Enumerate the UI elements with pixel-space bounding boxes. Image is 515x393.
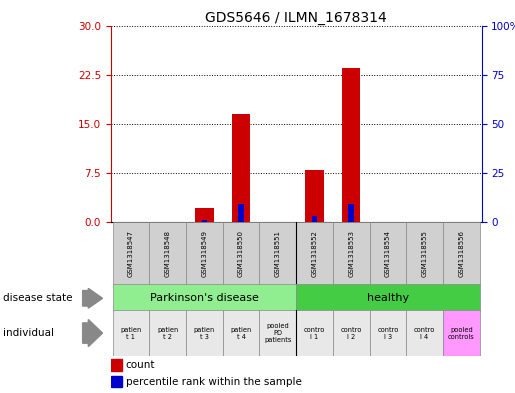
Bar <box>113 284 296 312</box>
Text: pooled
controls: pooled controls <box>448 327 475 340</box>
Text: patien
t 4: patien t 4 <box>230 327 252 340</box>
Text: contro
l 3: contro l 3 <box>377 327 399 340</box>
Bar <box>370 222 406 285</box>
Bar <box>406 222 443 285</box>
Bar <box>333 310 370 356</box>
Text: contro
l 1: contro l 1 <box>304 327 325 340</box>
Bar <box>238 204 244 222</box>
Bar <box>195 208 214 222</box>
Bar <box>260 222 296 285</box>
Bar <box>342 68 360 222</box>
Bar <box>406 310 443 356</box>
Bar <box>222 310 260 356</box>
Text: disease state: disease state <box>3 293 72 303</box>
Bar <box>222 222 260 285</box>
Bar <box>232 114 250 222</box>
Text: contro
l 4: contro l 4 <box>414 327 435 340</box>
Text: GSM1318548: GSM1318548 <box>165 230 170 277</box>
Bar <box>443 222 479 285</box>
Text: percentile rank within the sample: percentile rank within the sample <box>126 377 301 387</box>
Text: healthy: healthy <box>367 293 409 303</box>
Bar <box>149 222 186 285</box>
Bar <box>370 310 406 356</box>
Bar <box>312 216 317 222</box>
Bar <box>305 170 323 222</box>
Bar <box>443 310 479 356</box>
Title: GDS5646 / ILMN_1678314: GDS5646 / ILMN_1678314 <box>205 11 387 24</box>
Text: Parkinson's disease: Parkinson's disease <box>150 293 259 303</box>
Text: GSM1318555: GSM1318555 <box>422 230 427 277</box>
Bar <box>149 310 186 356</box>
Bar <box>113 222 149 285</box>
Bar <box>186 222 222 285</box>
Text: pooled
PD
patients: pooled PD patients <box>264 323 291 343</box>
Text: contro
l 2: contro l 2 <box>340 327 362 340</box>
Bar <box>296 222 333 285</box>
Bar <box>260 310 296 356</box>
Text: individual: individual <box>3 328 54 338</box>
Bar <box>186 310 222 356</box>
Text: GSM1318549: GSM1318549 <box>201 230 208 277</box>
Text: GSM1318554: GSM1318554 <box>385 230 391 277</box>
Text: GSM1318552: GSM1318552 <box>312 230 317 277</box>
FancyArrow shape <box>82 320 102 347</box>
Text: count: count <box>126 360 155 370</box>
Text: GSM1318553: GSM1318553 <box>348 230 354 277</box>
Text: GSM1318556: GSM1318556 <box>458 230 465 277</box>
Bar <box>349 204 354 222</box>
Text: patien
t 3: patien t 3 <box>194 327 215 340</box>
Bar <box>333 222 370 285</box>
Text: patien
t 2: patien t 2 <box>157 327 178 340</box>
Text: GSM1318547: GSM1318547 <box>128 230 134 277</box>
Text: GSM1318551: GSM1318551 <box>275 230 281 277</box>
Bar <box>113 310 149 356</box>
Bar <box>296 284 479 312</box>
Bar <box>111 359 122 371</box>
Text: GSM1318550: GSM1318550 <box>238 230 244 277</box>
Text: patien
t 1: patien t 1 <box>121 327 142 340</box>
Bar <box>111 376 122 387</box>
FancyArrow shape <box>82 288 102 308</box>
Bar <box>296 310 333 356</box>
Bar <box>201 220 207 222</box>
